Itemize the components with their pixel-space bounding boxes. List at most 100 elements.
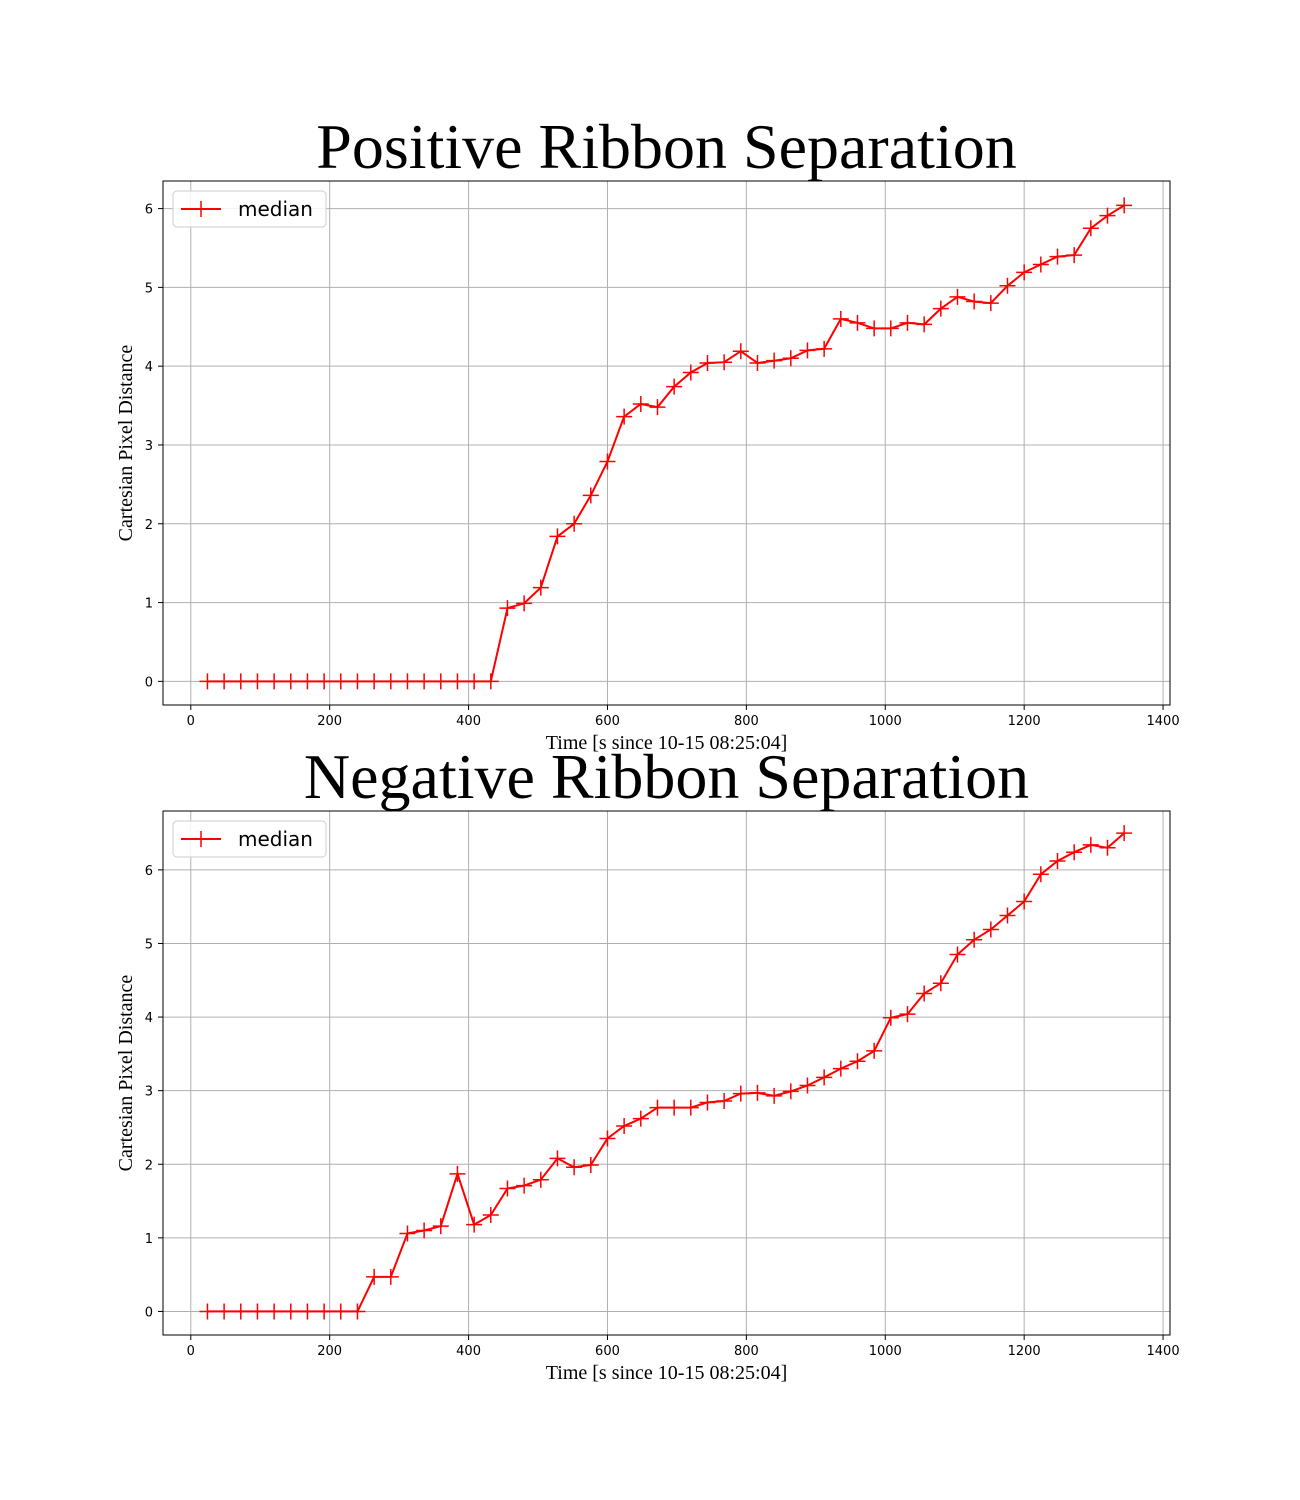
data-point <box>449 673 466 690</box>
data-point <box>416 1222 433 1239</box>
x-tick-label: 1400 <box>1147 1344 1180 1359</box>
data-point <box>699 355 716 372</box>
x-axis: 0 200 400 600 800 1000 1200 1400 <box>187 705 1180 729</box>
y-tick-label: 0 <box>145 1305 153 1320</box>
data-point <box>416 673 433 690</box>
series-median <box>199 197 1133 690</box>
data-point <box>716 1092 733 1109</box>
x-tick-label: 0 <box>187 714 195 729</box>
data-point <box>849 314 866 331</box>
x-tick-label: 1200 <box>1008 714 1041 729</box>
series-line <box>207 832 1125 1313</box>
x-tick-label: 1200 <box>1008 1344 1041 1359</box>
data-point <box>599 1130 616 1147</box>
y-tick-label: 3 <box>145 1085 153 1100</box>
data-point <box>1032 866 1049 883</box>
data-point <box>916 985 933 1002</box>
data-point <box>966 293 983 310</box>
grid-lines <box>163 181 1170 705</box>
data-point <box>232 1303 249 1320</box>
data-point <box>649 399 666 416</box>
data-point <box>399 1225 416 1242</box>
data-point <box>332 1303 349 1320</box>
data-point <box>499 600 516 617</box>
data-point <box>266 673 283 690</box>
data-point <box>532 579 549 596</box>
data-point <box>766 352 783 369</box>
legend-marker <box>193 201 209 217</box>
data-point <box>682 1099 699 1116</box>
y-tick-label: 5 <box>145 281 153 296</box>
data-point <box>582 487 599 504</box>
data-point <box>1032 256 1049 273</box>
data-point <box>732 1085 749 1102</box>
y-axis: 0 1 2 3 4 5 6 <box>145 203 163 690</box>
data-point <box>566 1159 583 1176</box>
data-point <box>949 288 966 305</box>
data-point <box>1016 264 1033 281</box>
data-point <box>1066 247 1083 264</box>
y-axis-label: Cartesian Pixel Distance <box>115 345 137 542</box>
y-tick-label: 1 <box>145 1232 153 1247</box>
data-point <box>799 1077 816 1094</box>
data-point <box>382 1268 399 1285</box>
legend: median <box>172 820 327 858</box>
data-point <box>1116 825 1133 842</box>
data-point <box>932 975 949 992</box>
data-point <box>982 295 999 312</box>
legend-box <box>172 190 327 228</box>
data-point <box>582 1156 599 1173</box>
data-point <box>1049 853 1066 870</box>
data-point <box>799 342 816 359</box>
data-point <box>949 946 966 963</box>
y-tick-label: 3 <box>145 439 153 454</box>
data-point <box>816 1069 833 1086</box>
data-point <box>932 300 949 317</box>
x-tick-label: 200 <box>317 714 342 729</box>
data-point <box>599 453 616 470</box>
data-point <box>549 528 566 545</box>
data-point <box>866 320 883 337</box>
data-point <box>749 355 766 372</box>
data-point <box>732 343 749 360</box>
x-tick-label: 600 <box>595 1344 620 1359</box>
data-point <box>666 1099 683 1116</box>
data-point <box>1099 207 1116 224</box>
data-point <box>316 1303 333 1320</box>
data-point <box>366 673 383 690</box>
y-tick-label: 4 <box>145 1011 153 1026</box>
x-tick-label: 400 <box>456 714 481 729</box>
data-point <box>282 673 299 690</box>
legend-label: median <box>238 827 313 851</box>
data-point <box>316 673 333 690</box>
legend: median <box>172 190 327 228</box>
data-point <box>832 1060 849 1077</box>
data-point <box>432 1218 449 1235</box>
data-point <box>899 314 916 331</box>
data-point <box>399 673 416 690</box>
data-point <box>616 1117 633 1134</box>
data-point <box>749 1084 766 1101</box>
legend-label: median <box>238 197 313 221</box>
data-point <box>466 673 483 690</box>
data-point <box>699 1094 716 1111</box>
data-point <box>216 1303 233 1320</box>
data-point <box>332 673 349 690</box>
data-point <box>999 277 1016 294</box>
data-point <box>516 1177 533 1194</box>
x-tick-label: 600 <box>595 714 620 729</box>
data-point <box>899 1006 916 1023</box>
chart-panel-2: Negative Ribbon Separation 0 200 400 600 800 1… <box>115 741 1180 1384</box>
x-axis: 0 200 400 600 800 1000 1200 1400 <box>187 1335 1180 1359</box>
series-line <box>207 204 1125 683</box>
x-tick-label: 400 <box>456 1344 481 1359</box>
data-point <box>249 673 266 690</box>
data-point <box>432 673 449 690</box>
x-tick-label: 0 <box>187 1344 195 1359</box>
data-point <box>666 378 683 395</box>
data-point <box>199 673 216 690</box>
data-point <box>849 1053 866 1070</box>
y-axis-label: Cartesian Pixel Distance <box>115 975 137 1172</box>
data-point <box>449 1165 466 1182</box>
data-point <box>499 1180 516 1197</box>
